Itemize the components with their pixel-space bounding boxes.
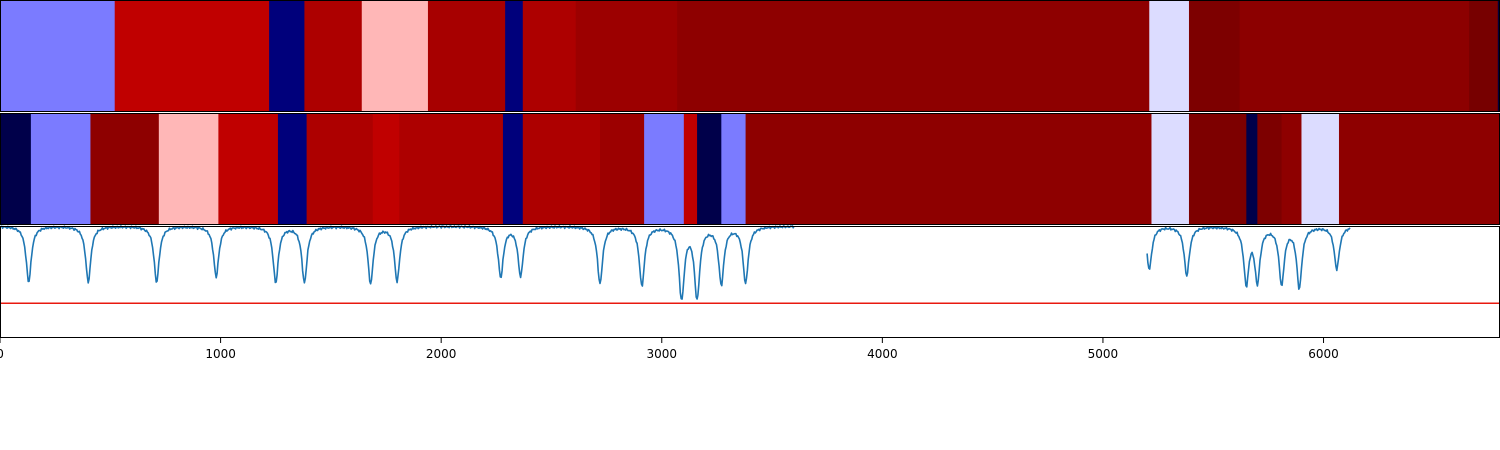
heatmap-cell — [600, 113, 645, 225]
heatmap-cell — [114, 0, 270, 112]
heatmap-cell — [721, 113, 746, 225]
heatmap-cell — [522, 0, 577, 112]
x-tick-label: 5000 — [1088, 347, 1119, 361]
x-tick-label: 1000 — [205, 347, 236, 361]
heatmap-cell — [683, 113, 698, 225]
heatmap-cell — [399, 113, 504, 225]
heatmap-cell — [306, 113, 374, 225]
signal-panel — [0, 225, 1500, 338]
heatmap-cell — [1469, 0, 1499, 112]
x-tick-label: 0 — [0, 347, 4, 361]
x-tick-label: 2000 — [426, 347, 457, 361]
heatmap-cell — [1257, 113, 1283, 225]
heatmap-cell — [677, 0, 1150, 112]
heatmap-cell — [0, 113, 32, 225]
heatmap-cell — [745, 113, 1152, 225]
heatmap-cell — [427, 0, 506, 112]
heatmap-cell — [1188, 0, 1241, 112]
heatmap-cell — [1239, 0, 1470, 112]
heatmap-cell — [502, 113, 524, 225]
heatmap-cell — [644, 113, 685, 225]
heatmap-cell — [1188, 113, 1247, 225]
heatmap-cell — [1149, 0, 1190, 112]
heatmap-cell — [30, 113, 91, 225]
heatmap-cell — [697, 113, 722, 225]
heatmap-cell — [0, 0, 116, 112]
heatmap-cell — [218, 113, 279, 225]
heatmap-cell — [361, 0, 429, 112]
heatmap-cell — [158, 113, 219, 225]
heatmap-cell — [372, 113, 400, 225]
x-axis: 0 1000 2000 3000 4000 5000 6000 — [0, 338, 1339, 361]
heatmap-cell — [1246, 113, 1258, 225]
heatmap-cell — [1497, 0, 1500, 112]
heatmap-cell — [304, 0, 363, 112]
heatmap-cell — [575, 0, 678, 112]
heatmap-cell — [505, 0, 524, 112]
heatmap-cell — [1281, 113, 1302, 225]
heatmap-cell — [90, 113, 160, 225]
heatmap-cell — [1301, 113, 1340, 225]
heatmap-cell — [277, 113, 308, 225]
x-tick-label: 3000 — [646, 347, 677, 361]
heatmap-panel-middle — [0, 113, 1500, 225]
heatmap-cell — [1151, 113, 1190, 225]
x-tick-label: 6000 — [1308, 347, 1339, 361]
heatmap-cell — [522, 113, 601, 225]
signal-line — [0, 225, 1351, 300]
heatmap-cell — [269, 0, 305, 112]
x-tick-label: 4000 — [867, 347, 898, 361]
heatmap-cell — [1338, 113, 1500, 225]
heatmap-panel-top — [0, 0, 1500, 112]
